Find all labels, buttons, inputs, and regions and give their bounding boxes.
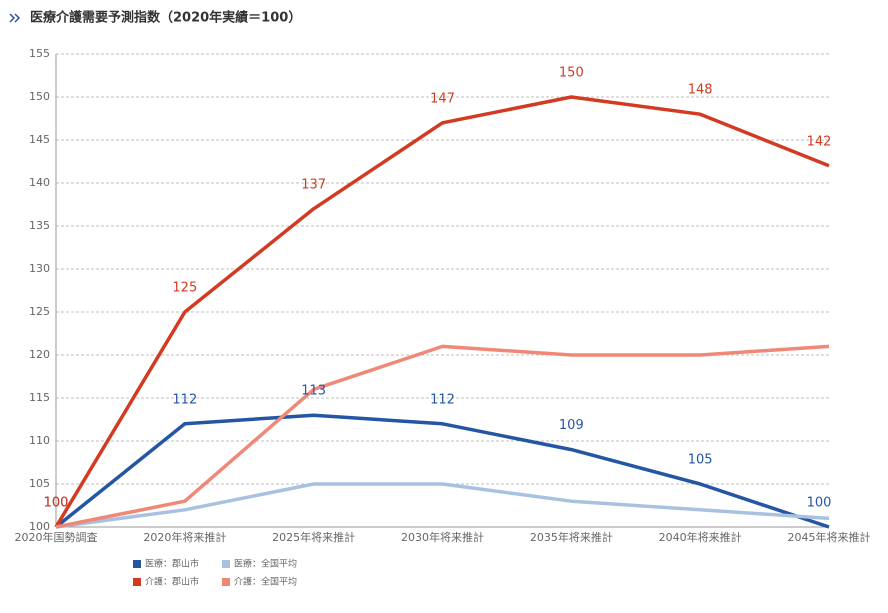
x-tick-label: 2025年将来推計 [272,530,355,544]
data-label: 150 [559,66,584,81]
y-tick-label: 110 [29,434,50,447]
legend-swatch [222,578,230,586]
legend-swatch [133,560,141,568]
legend-label: 介護：全国平均 [234,576,297,588]
data-label: 148 [688,83,713,98]
legend-label: 介護：郡山市 [145,576,199,588]
data-label: 109 [559,418,584,433]
x-tick-label: 2030年将来推計 [401,530,484,544]
x-tick-label: 2020年将来推計 [143,530,226,544]
y-tick-label: 135 [29,219,50,232]
chart-title: 医療介護需要予測指数（2020年実績＝100） [30,10,301,26]
series-line [54,95,830,528]
y-tick-label: 130 [29,262,50,275]
series-line [55,482,830,529]
y-tick-label: 155 [29,47,50,60]
data-label: 113 [301,384,326,399]
legend-swatch [133,578,141,586]
title-icon [9,13,21,23]
data-label: 100 [44,496,69,511]
data-label: 112 [430,392,455,407]
y-tick-label: 150 [29,90,50,103]
legend-swatch [222,560,230,568]
y-tick-label: 105 [29,477,50,490]
data-label: 112 [172,392,197,407]
x-tick-label: 2035年将来推計 [530,530,613,544]
y-tick-label: 120 [29,348,50,361]
data-label: 147 [430,91,455,106]
y-tick-label: 145 [29,133,50,146]
x-tick-label: 2020年国勢調査 [15,530,98,544]
series-line [55,344,830,529]
legend-label: 医療：全国平均 [234,558,297,570]
data-label: 125 [172,281,197,296]
data-label: 142 [807,134,832,149]
y-tick-label: 140 [29,176,50,189]
data-label: 100 [44,496,69,511]
data-label: 100 [807,496,832,511]
y-tick-label: 125 [29,305,50,318]
data-label: 105 [688,453,713,468]
x-tick-label: 2045年将来推計 [788,530,871,544]
legend-label: 医療：郡山市 [145,558,199,570]
series-line [54,413,830,529]
x-tick-label: 2040年将来推計 [659,530,742,544]
y-tick-label: 100 [29,520,50,533]
data-label: 137 [301,177,326,192]
y-tick-label: 115 [29,391,50,404]
